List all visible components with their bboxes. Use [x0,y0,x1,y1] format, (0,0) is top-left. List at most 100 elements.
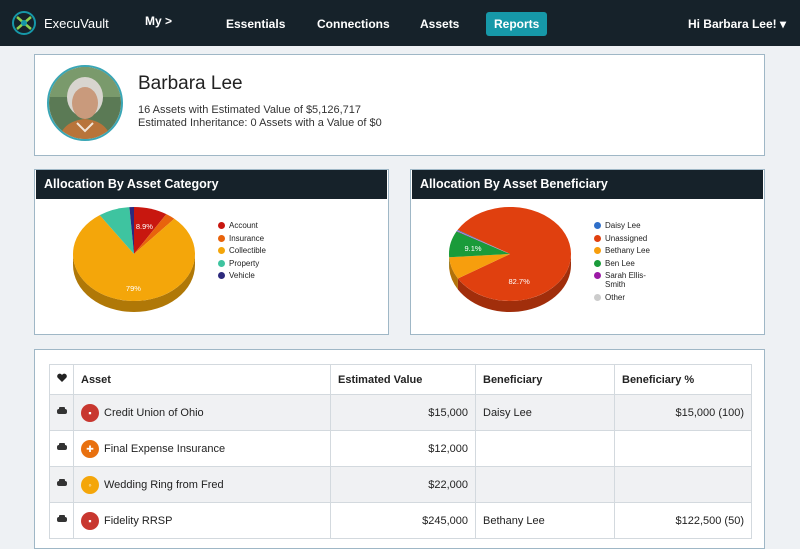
type-column-header[interactable] [50,365,74,395]
type-cell [50,503,74,539]
asset-name[interactable]: Fidelity RRSP [104,514,172,526]
beneficiary-cell [476,431,615,467]
legend-swatch [594,294,601,301]
beneficiary-pct-column-header[interactable]: Beneficiary % [615,365,752,395]
legend-item[interactable]: Account [218,221,266,234]
mail-icon [56,478,68,488]
legend-swatch [594,235,601,242]
beneficiary-pie-chart: 82.7% 9.1% [445,206,575,326]
beneficiary-column-header[interactable]: Beneficiary [476,365,615,395]
legend-item[interactable]: Daisy Lee [594,221,664,234]
asset-cell[interactable]: ▪Fidelity RRSP [74,503,331,539]
assets-table: Asset Estimated Value Beneficiary Benefi… [49,364,752,539]
profile-card: Barbara Lee 16 Assets with Estimated Val… [34,54,765,156]
account-icon: ▪ [81,404,99,422]
type-cell [50,431,74,467]
nav-reports[interactable]: Reports [486,12,547,36]
pie-data-label: 8.9% [136,222,153,231]
asset-name[interactable]: Credit Union of Ohio [104,406,204,418]
table-row[interactable]: ✚ Final Expense Insurance $12,000 [50,431,752,467]
legend-label: Collectible [229,246,266,255]
insurance-icon: ✚ [81,440,99,458]
coins-icon [56,442,68,452]
legend-swatch [218,260,225,267]
value-cell: $12,000 [331,431,476,467]
beneficiary-pct-cell: $122,500 (50) [615,503,752,539]
asset-cell[interactable]: ▪ Credit Union of Ohio [74,395,331,431]
inheritance-summary: Estimated Inheritance: 0 Assets with a V… [138,117,382,129]
assets-summary: 16 Assets with Estimated Value of $5,126… [138,104,361,116]
car-icon [56,514,68,524]
legend-item[interactable]: Ben Lee [594,259,664,272]
legend-item[interactable]: Collectible [218,246,266,259]
asset-name[interactable]: Final Expense Insurance [104,442,225,454]
legend-swatch [594,222,601,229]
value-cell: $22,000 [331,467,476,503]
avatar [47,65,123,141]
legend-item[interactable]: Insurance [218,234,266,247]
legend-label: Sarah Ellis-Smith [605,271,664,289]
brand[interactable]: ExecuVault [12,10,109,36]
legend-label: Insurance [229,234,264,243]
legend-label: Vehicle [229,271,255,280]
legend-label: Bethany Lee [605,246,650,255]
avatar-portrait-icon [49,67,121,139]
beneficiary-pct-cell: $15,000 (100) [615,395,752,431]
nav-my-label: My [145,14,162,28]
legend-item[interactable]: Vehicle [218,271,266,284]
heart-hands-icon [56,372,68,384]
ring-icon: ◦ [81,476,99,494]
value-column-header[interactable]: Estimated Value [331,365,476,395]
category-pie-chart: 8.9% 79% [69,206,199,326]
beneficiary-legend: Daisy Lee Unassigned Bethany Lee Ben Lee Sar… [594,221,664,306]
assets-table-card: Asset Estimated Value Beneficiary Benefi… [34,349,765,549]
beneficiary-cell [476,467,615,503]
legend-swatch [218,235,225,242]
beneficiary-cell: Daisy Lee [476,395,615,431]
brand-name: ExecuVault [44,16,109,31]
legend-item[interactable]: Property [218,259,266,272]
legend-item[interactable]: Other [594,293,664,306]
user-menu[interactable]: Hi Barbara Lee! ▾ [688,12,786,36]
asset-cell[interactable]: ✚ Final Expense Insurance [74,431,331,467]
top-nav: ExecuVault My > Essentials Connections A… [0,0,800,46]
beneficiary-chart-panel: Allocation By Asset Beneficiary 82.7%9.1… [410,169,765,335]
legend-swatch [218,247,225,254]
beneficiary-pct-cell [615,467,752,503]
category-chart-title: Allocation By Asset Category [36,170,387,199]
type-cell [50,467,74,503]
legend-swatch [594,260,601,267]
asset-name[interactable]: Wedding Ring from Fred [104,478,224,490]
value-cell: $245,000 [331,503,476,539]
nav-my[interactable]: My > [145,9,172,33]
nav-assets[interactable]: Assets [420,12,459,36]
legend-label: Ben Lee [605,259,635,268]
pie-data-label: 82.7% [509,277,531,286]
asset-column-header[interactable]: Asset [74,365,331,395]
pie-data-label: 9.1% [465,244,482,253]
legend-label: Property [229,259,259,268]
asset-cell[interactable]: ◦ Wedding Ring from Fred [74,467,331,503]
legend-swatch [218,272,225,279]
car-icon [56,406,68,416]
nav-connections[interactable]: Connections [317,12,390,36]
nav-essentials[interactable]: Essentials [226,12,285,36]
legend-swatch [594,247,601,254]
table-row[interactable]: ◦ Wedding Ring from Fred $22,000 [50,467,752,503]
legend-label: Unassigned [605,234,647,243]
legend-item[interactable]: Unassigned [594,234,664,247]
legend-item[interactable]: Bethany Lee [594,246,664,259]
logo-icon [12,11,36,35]
table-header-row: Asset Estimated Value Beneficiary Benefi… [50,365,752,395]
type-cell [50,395,74,431]
legend-item[interactable]: Sarah Ellis-Smith [594,271,664,293]
value-cell: $15,000 [331,395,476,431]
chevron-right-icon: > [165,14,172,28]
pie-data-label: 79% [126,284,141,293]
legend-swatch [218,222,225,229]
legend-label: Daisy Lee [605,221,641,230]
beneficiary-pct-cell [615,431,752,467]
